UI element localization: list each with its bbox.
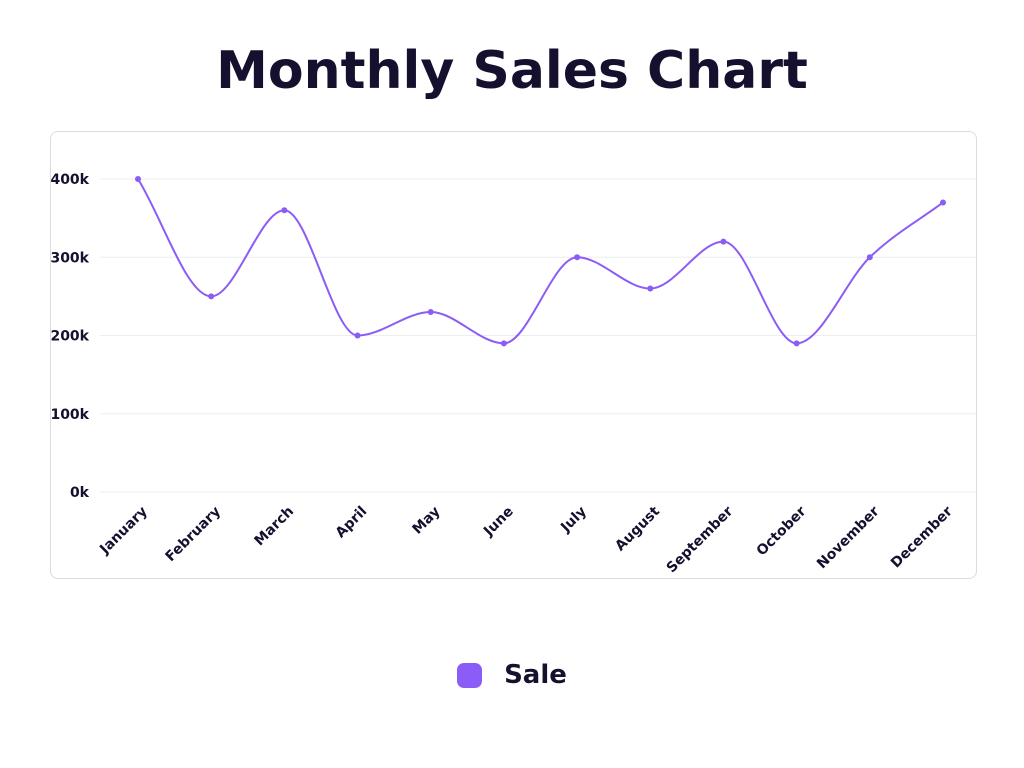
x-tick-label: June [480, 504, 517, 541]
x-tick-label: January [96, 504, 151, 559]
grid-lines [100, 178, 978, 493]
legend-swatch-sale[interactable] [457, 662, 483, 688]
x-tick-label: December [888, 503, 956, 571]
data-point[interactable] [208, 293, 215, 300]
data-point[interactable] [281, 207, 288, 214]
y-tick-label: 100k [50, 407, 89, 423]
x-tick-label: November [814, 503, 883, 572]
y-tick-label: 0k [70, 485, 90, 501]
chart-panel [50, 131, 977, 579]
data-point[interactable] [574, 254, 581, 261]
x-tick-label: March [252, 504, 298, 550]
legend-label-sale[interactable]: Sale [504, 660, 567, 690]
data-point[interactable] [647, 285, 654, 292]
x-tick-label: April [333, 504, 371, 542]
x-tick-label: July [557, 504, 590, 537]
x-tick-label: September [664, 503, 737, 576]
series-line [137, 178, 944, 345]
data-point[interactable] [500, 340, 507, 347]
chart-title: Monthly Sales Chart [216, 41, 808, 101]
data-point[interactable] [866, 254, 873, 261]
y-tick-label: 200k [50, 329, 89, 345]
y-tick-label: 400k [50, 172, 89, 188]
y-tick-label: 300k [50, 250, 89, 266]
y-axis-ticks: 0k 100k 200k 300k 400k [50, 172, 89, 501]
data-point[interactable] [354, 332, 361, 339]
legend: Sale [0, 660, 1024, 690]
data-point[interactable] [940, 199, 946, 206]
x-axis-ticks: January February March April May June July Augu… [96, 503, 956, 576]
data-point[interactable] [135, 176, 141, 182]
x-tick-label: October [754, 503, 810, 559]
data-point[interactable] [793, 340, 800, 347]
x-tick-label: May [410, 504, 444, 538]
data-point[interactable] [720, 238, 727, 245]
x-tick-label: February [163, 504, 224, 565]
x-tick-label: August [612, 503, 663, 554]
line-chart: 0k 100k 200k 300k 400k January February March A… [50, 172, 978, 576]
series-sale [135, 176, 946, 347]
data-point[interactable] [427, 309, 434, 316]
